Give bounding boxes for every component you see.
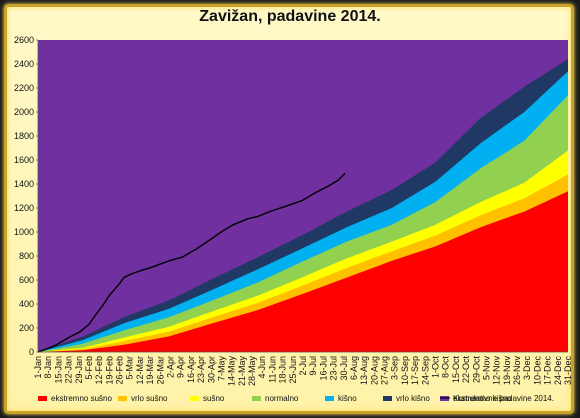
x-tick-label: 17-Dec xyxy=(543,356,553,386)
x-tick-label: 9-Apr xyxy=(176,356,186,378)
x-tick-label: 20-Aug xyxy=(369,356,379,385)
x-tick-label: 5-Mar xyxy=(125,356,135,380)
band-ekstremno-sušno xyxy=(38,191,568,352)
legend-label: normalno xyxy=(265,394,299,403)
x-tick-label: 16-Jul xyxy=(318,356,328,381)
x-tick-label: 13-Aug xyxy=(359,356,369,385)
y-tick-label: 0 xyxy=(29,347,34,357)
x-tick-label: 10-Dec xyxy=(532,356,542,386)
y-tick-label: 1600 xyxy=(14,155,34,165)
legend-swatch xyxy=(190,396,199,401)
x-tick-label: 22-Jan xyxy=(64,356,74,384)
x-tick-label: 5-Feb xyxy=(84,356,94,380)
x-tick-label: 23-Jul xyxy=(329,356,339,381)
x-tick-label: 26-Feb xyxy=(115,356,125,385)
y-tick-label: 2000 xyxy=(14,107,34,117)
y-tick-label: 800 xyxy=(19,251,34,261)
x-tick-label: 2-Jul xyxy=(298,356,308,376)
y-tick-label: 400 xyxy=(19,299,34,309)
x-axis: 1-Jan 8-Jan 15-Jan 22-Jan 29-Jan 5-Feb 12-Feb 1… xyxy=(33,351,573,387)
plot-area xyxy=(37,40,568,353)
chart-title: Zavižan, padavine 2014. xyxy=(199,8,381,25)
legend-label: vrlo kišno xyxy=(396,394,430,403)
x-tick-label: 14-May xyxy=(227,356,237,387)
x-tick-label: 11-Jun xyxy=(267,356,277,383)
legend-swatch xyxy=(38,396,47,401)
x-tick-label: 4-Jun xyxy=(257,356,267,379)
x-tick-label: 24-Sep xyxy=(420,356,430,385)
x-tick-label: 22-Oct xyxy=(461,356,471,384)
y-tick-label: 1800 xyxy=(14,131,34,141)
y-tick-label: 2600 xyxy=(14,35,34,45)
y-tick-label: 1200 xyxy=(14,203,34,213)
x-tick-label: 24-Dec xyxy=(553,356,563,386)
x-tick-label: 5-Nov xyxy=(482,356,492,381)
x-tick-label: 18-Jun xyxy=(278,356,288,384)
x-tick-label: 30-Apr xyxy=(206,356,216,383)
x-tick-label: 12-Nov xyxy=(492,356,502,386)
x-tick-label: 1-Jan xyxy=(33,356,43,379)
x-tick-label: 21-May xyxy=(237,356,247,387)
legend: ekstremno sušno vrlo sušno sušno normalno ki… xyxy=(38,394,554,403)
legend-label: ekstremno kišno xyxy=(453,394,512,403)
x-tick-label: 12-Mar xyxy=(135,356,145,385)
legend-label: Kumulativne padavine 2014. xyxy=(453,394,554,403)
x-tick-label: 19-Nov xyxy=(502,356,512,386)
y-tick-label: 2200 xyxy=(14,83,34,93)
x-tick-label: 2-Apr xyxy=(166,356,176,378)
y-tick-label: 1400 xyxy=(14,179,34,189)
x-tick-label: 17-Sep xyxy=(410,356,420,385)
x-tick-label: 16-Apr xyxy=(186,356,196,383)
x-tick-label: 6-Aug xyxy=(349,356,359,380)
legend-label: sušno xyxy=(203,394,225,403)
legend-swatch xyxy=(383,396,392,401)
x-tick-label: 23-Apr xyxy=(196,356,206,383)
legend-label: vrlo sušno xyxy=(131,394,168,403)
x-tick-label: 29-Jan xyxy=(74,356,84,384)
legend-swatch xyxy=(325,396,334,401)
legend-label: ekstremno sušno xyxy=(51,394,112,403)
cumulative-line xyxy=(37,172,346,353)
y-tick-label: 200 xyxy=(19,323,34,333)
x-tick-label: 8-Oct xyxy=(441,356,451,379)
x-tick-label: 26-Nov xyxy=(512,356,522,386)
y-tick-label: 2400 xyxy=(14,59,34,69)
legend-label: kišno xyxy=(338,394,357,403)
x-tick-label: 19-Feb xyxy=(104,356,114,385)
x-tick-label: 29-Oct xyxy=(471,356,481,384)
x-tick-label: 19-Mar xyxy=(145,356,155,385)
x-tick-label: 12-Feb xyxy=(94,356,104,385)
x-tick-label: 25-Jun xyxy=(288,356,298,384)
x-tick-label: 3-Sep xyxy=(390,356,400,380)
x-tick-label: 26-Mar xyxy=(155,356,165,385)
x-tick-label: 10-Sep xyxy=(400,356,410,385)
legend-swatch xyxy=(252,396,261,401)
x-tick-label: 7-May xyxy=(217,356,227,382)
x-tick-label: 31-Dec xyxy=(563,356,573,386)
x-tick-label: 15-Oct xyxy=(451,356,461,384)
x-tick-label: 27-Aug xyxy=(380,356,390,385)
x-tick-label: 9-Jul xyxy=(308,356,318,376)
x-tick-label: 28-May xyxy=(247,356,257,387)
x-tick-label: 1-Oct xyxy=(431,356,441,379)
x-tick-label: 15-Jan xyxy=(53,356,63,384)
x-tick-label: 30-Jul xyxy=(339,356,349,381)
y-tick-label: 600 xyxy=(19,275,34,285)
y-axis: 0 200 400 600 800 1000 1200 1400 1600 1800 2000 220… xyxy=(14,35,39,357)
x-tick-label: 3-Dec xyxy=(522,356,532,381)
y-tick-label: 1000 xyxy=(14,227,34,237)
legend-swatch xyxy=(118,396,127,401)
x-tick-label: 8-Jan xyxy=(43,356,53,379)
